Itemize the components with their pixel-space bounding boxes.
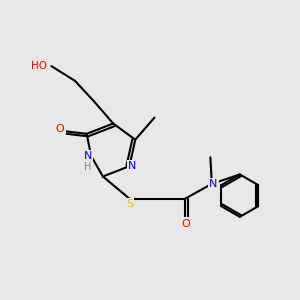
Text: N: N bbox=[84, 151, 92, 161]
Text: O: O bbox=[181, 219, 190, 229]
Text: O: O bbox=[56, 124, 64, 134]
Text: H: H bbox=[85, 162, 92, 172]
Text: HO: HO bbox=[31, 61, 47, 71]
Text: N: N bbox=[209, 179, 218, 189]
Text: N: N bbox=[128, 161, 136, 171]
Text: S: S bbox=[126, 199, 133, 209]
